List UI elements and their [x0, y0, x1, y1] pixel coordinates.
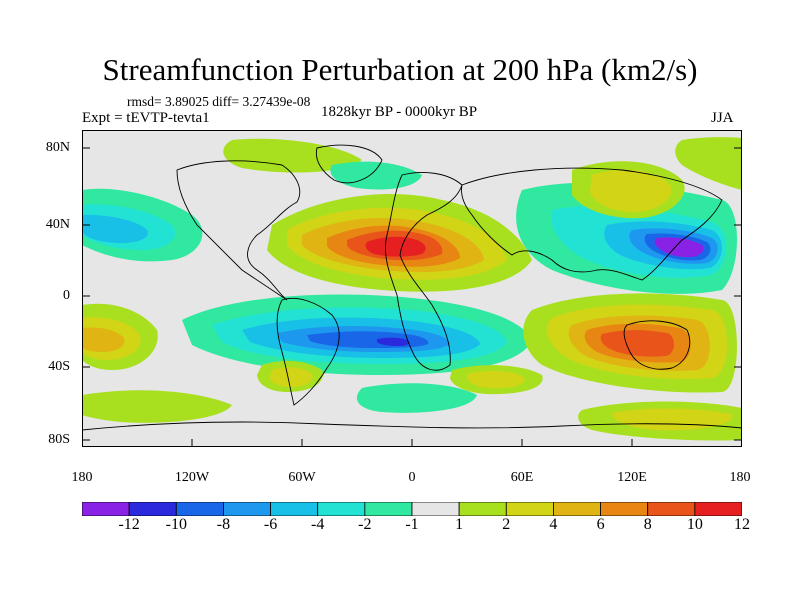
y-tick-label-80n: 80N — [45, 140, 70, 155]
colorbar-label: -6 — [263, 516, 278, 533]
colorbar-swatch — [270, 502, 319, 516]
colorbar-swatch — [458, 502, 507, 516]
colorbar-swatch — [128, 502, 177, 516]
contour-fill-layer — [82, 137, 742, 441]
y-tick-label-40n: 40N — [45, 217, 70, 232]
axis-ticks — [82, 147, 742, 447]
colorbar-label: -2 — [358, 516, 372, 533]
colorbar-swatch — [175, 502, 224, 516]
plot-title: Streamfunction Perturbation at 200 hPa (… — [102, 52, 698, 87]
colorbar-label: 6 — [596, 516, 605, 533]
colorbar-label: 2 — [502, 516, 511, 533]
colorbar-swatch — [364, 502, 413, 516]
period-label: 1828kyr BP - 0000kyr BP — [321, 104, 478, 120]
x-tick-label-60w: 60W — [288, 470, 316, 485]
coastline-australia — [623, 320, 691, 370]
colorbar-swatch — [505, 502, 554, 516]
coastline-north-america — [176, 160, 301, 301]
colorbar-label: 4 — [549, 516, 558, 533]
season-label: JJA — [711, 110, 734, 126]
x-tick-label-180e: 180 — [729, 470, 751, 485]
contour-negative-south-band-min — [377, 337, 410, 346]
contour-positive-south-atlantic-2 — [269, 367, 313, 388]
colorbar-swatch — [647, 502, 696, 516]
x-tick-label-120e: 120E — [617, 470, 647, 485]
coastlines — [82, 144, 742, 431]
colorbar-label: -10 — [165, 516, 187, 533]
y-tick-label-80s: 80S — [48, 432, 70, 447]
contour-positive-south-indian-2 — [467, 370, 525, 389]
coastline-asia — [461, 167, 723, 281]
colorbar-swatch — [600, 502, 649, 516]
x-tick-label-180w: 180 — [71, 470, 93, 485]
colorbar-swatch — [223, 502, 271, 516]
x-tick-label-120w: 120W — [174, 470, 210, 485]
colorbar-swatch — [411, 502, 460, 516]
colorbar-label: 12 — [734, 516, 750, 533]
map-panel — [82, 130, 742, 447]
coastline-europe-africa — [385, 172, 463, 371]
colorbar-label: -8 — [216, 516, 231, 533]
colorbar-label: 1 — [455, 516, 464, 533]
colorbar-label: 8 — [643, 516, 652, 533]
contour-negative-north-pacific-3 — [82, 214, 148, 244]
colorbar-label: 10 — [686, 516, 703, 533]
contour-positive-antarctic — [82, 390, 232, 423]
contour-positive-arctic — [223, 138, 362, 173]
contour-negative-asia-min — [654, 237, 704, 258]
contour-positive-australia-5 — [600, 330, 675, 357]
coastline-greenland — [315, 144, 383, 184]
colorbar — [82, 502, 742, 516]
coastline-south-america — [276, 297, 340, 406]
colorbar-swatch — [82, 502, 130, 516]
coastline-antarctica — [82, 421, 742, 431]
contour-positive-arctic-east — [675, 137, 742, 190]
contour-positive-south-pacific-3 — [82, 327, 125, 352]
contour-negative-southern-ocean — [356, 383, 477, 413]
y-tick-label-40s: 40S — [48, 359, 70, 374]
statistics-label: rmsd= 3.89025 diff= 3.27439e-08 — [127, 94, 311, 109]
colorbar-swatch — [317, 502, 366, 516]
experiment-label: Expt = tEVTP-tevta1 — [82, 110, 210, 126]
x-tick-label-0: 0 — [408, 470, 416, 485]
y-tick-label-0: 0 — [63, 288, 70, 303]
colorbar-label: -12 — [118, 516, 140, 533]
contour-positive-north-atlantic-max — [365, 236, 426, 257]
colorbar-swatch — [694, 502, 742, 516]
contour-positive-north-east-asia-2 — [590, 169, 672, 213]
colorbar-swatch — [553, 502, 601, 516]
colorbar-label: -4 — [311, 516, 325, 533]
colorbar-label: -1 — [405, 516, 419, 533]
x-tick-label-60e: 60E — [510, 470, 534, 485]
